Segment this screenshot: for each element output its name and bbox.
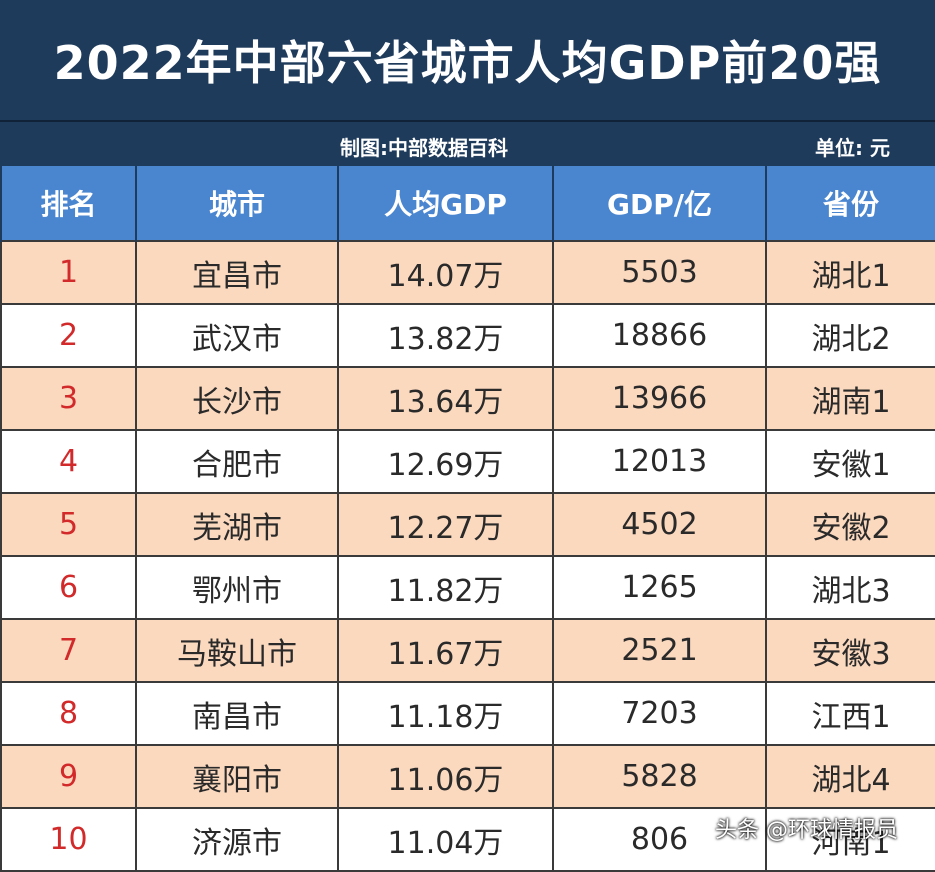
header-gdp-per-capita: 人均GDP (337, 166, 554, 241)
rank-cell: 3 (0, 366, 137, 431)
rank-cell: 9 (0, 744, 137, 809)
city-cell: 济源市 (135, 807, 339, 872)
gdp-per-capita-cell: 13.64万 (337, 366, 554, 431)
table-row: 5 芜湖市 12.27万 4502 安徽2 (0, 492, 935, 557)
table-row: 2 武汉市 13.82万 18866 湖北2 (0, 303, 935, 368)
gdp-cell: 13966 (552, 366, 767, 431)
city-cell: 宜昌市 (135, 240, 339, 305)
province-cell: 湖北3 (765, 555, 935, 620)
rank-cell: 5 (0, 492, 137, 557)
rank-cell: 6 (0, 555, 137, 620)
unit-label: 单位: 元 (815, 136, 890, 160)
gdp-per-capita-cell: 13.82万 (337, 303, 554, 368)
gdp-per-capita-cell: 11.06万 (337, 744, 554, 809)
gdp-per-capita-cell: 11.18万 (337, 681, 554, 746)
gdp-per-capita-cell: 11.67万 (337, 618, 554, 683)
gdp-cell: 806 (552, 807, 767, 872)
ranking-table: 排名 城市 人均GDP GDP/亿 省份 1 宜昌市 14.07万 5503 湖… (0, 166, 935, 872)
province-cell: 安徽3 (765, 618, 935, 683)
header-city: 城市 (135, 166, 339, 241)
province-cell: 河南1 (765, 807, 935, 872)
gdp-cell: 5828 (552, 744, 767, 809)
city-cell: 武汉市 (135, 303, 339, 368)
gdp-per-capita-cell: 11.82万 (337, 555, 554, 620)
city-cell: 鄂州市 (135, 555, 339, 620)
subtitle-bar: 制图:中部数据百科 单位: 元 (0, 120, 935, 166)
gdp-per-capita-cell: 12.69万 (337, 429, 554, 494)
province-cell: 湖南1 (765, 366, 935, 431)
province-cell: 江西1 (765, 681, 935, 746)
watermark: 头条 @环球情报员 (715, 818, 898, 843)
province-cell: 湖北2 (765, 303, 935, 368)
city-cell: 长沙市 (135, 366, 339, 431)
rank-cell: 1 (0, 240, 137, 305)
table-row: 9 襄阳市 11.06万 5828 湖北4 (0, 744, 935, 809)
header-rank: 排名 (0, 166, 137, 241)
city-cell: 南昌市 (135, 681, 339, 746)
province-cell: 湖北1 (765, 240, 935, 305)
chart-credit: 制图:中部数据百科 (340, 136, 508, 160)
province-cell: 安徽2 (765, 492, 935, 557)
rank-cell: 2 (0, 303, 137, 368)
title-banner: 2022年中部六省城市人均GDP前20强 (0, 0, 935, 120)
table-row: 7 马鞍山市 11.67万 2521 安徽3 (0, 618, 935, 683)
header-province: 省份 (765, 166, 935, 241)
table-header-row: 排名 城市 人均GDP GDP/亿 省份 (0, 166, 935, 241)
table-row: 3 长沙市 13.64万 13966 湖南1 (0, 366, 935, 431)
rank-cell: 4 (0, 429, 137, 494)
rank-cell: 10 (0, 807, 137, 872)
table-row: 4 合肥市 12.69万 12013 安徽1 (0, 429, 935, 494)
gdp-cell: 12013 (552, 429, 767, 494)
gdp-cell: 7203 (552, 681, 767, 746)
table-row: 6 鄂州市 11.82万 1265 湖北3 (0, 555, 935, 620)
gdp-cell: 4502 (552, 492, 767, 557)
gdp-per-capita-cell: 11.04万 (337, 807, 554, 872)
gdp-per-capita-cell: 12.27万 (337, 492, 554, 557)
gdp-cell: 5503 (552, 240, 767, 305)
gdp-cell: 1265 (552, 555, 767, 620)
table-row: 8 南昌市 11.18万 7203 江西1 (0, 681, 935, 746)
city-cell: 马鞍山市 (135, 618, 339, 683)
header-gdp: GDP/亿 (552, 166, 767, 241)
table-row: 1 宜昌市 14.07万 5503 湖北1 (0, 240, 935, 305)
gdp-per-capita-cell: 14.07万 (337, 240, 554, 305)
gdp-cell: 18866 (552, 303, 767, 368)
gdp-cell: 2521 (552, 618, 767, 683)
page-title: 2022年中部六省城市人均GDP前20强 (53, 36, 882, 90)
city-cell: 合肥市 (135, 429, 339, 494)
province-cell: 安徽1 (765, 429, 935, 494)
province-cell: 湖北4 (765, 744, 935, 809)
rank-cell: 8 (0, 681, 137, 746)
rank-cell: 7 (0, 618, 137, 683)
city-cell: 襄阳市 (135, 744, 339, 809)
table-row: 10 济源市 11.04万 806 河南1 (0, 807, 935, 872)
city-cell: 芜湖市 (135, 492, 339, 557)
